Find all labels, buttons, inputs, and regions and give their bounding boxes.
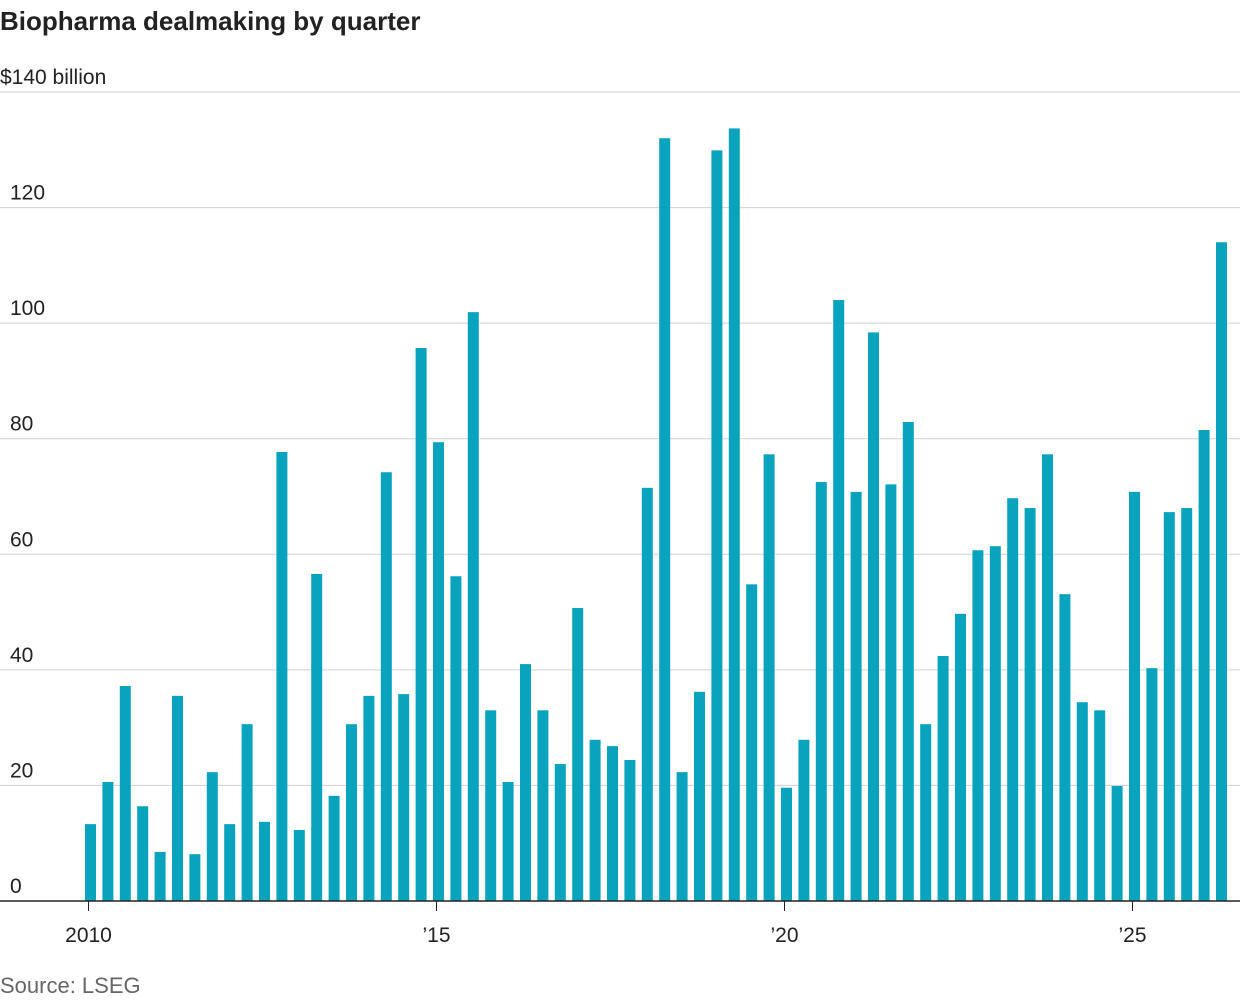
bar: [154, 851, 166, 901]
bar: [520, 664, 531, 901]
bar: [641, 487, 653, 901]
bar: [467, 312, 479, 901]
bar: [380, 472, 392, 901]
chart-title: Biopharma dealmaking by quarter: [0, 6, 420, 36]
x-tick-label: ’25: [1118, 924, 1146, 947]
bar: [415, 347, 427, 901]
bar: [798, 739, 810, 901]
bar: [607, 746, 618, 901]
bar: [989, 546, 1001, 901]
bar: [433, 442, 444, 901]
bar: [728, 128, 740, 901]
bar: [1129, 491, 1140, 901]
bar: [311, 573, 323, 901]
bar: [276, 452, 288, 901]
source: Source: LSEG: [0, 973, 141, 998]
bar: [920, 724, 932, 901]
bar: [102, 781, 114, 901]
bar: [1146, 668, 1158, 901]
bar: [119, 686, 131, 901]
y-tick-label: 100: [10, 297, 45, 320]
y-tick-label: 60: [10, 528, 33, 551]
bar: [781, 787, 792, 901]
bar: [572, 608, 584, 901]
bar: [676, 772, 688, 901]
bar: [868, 332, 879, 902]
bar: [85, 824, 96, 901]
bar: [137, 806, 149, 901]
bar: [885, 484, 897, 901]
bar: [450, 576, 462, 901]
bar: [485, 710, 497, 901]
y-tick-label: 80: [10, 413, 33, 436]
bar: [972, 550, 984, 901]
bar: [189, 854, 201, 901]
bar: [554, 764, 566, 901]
bar: [1076, 702, 1088, 901]
bar: [1007, 498, 1019, 901]
bar: [346, 724, 357, 901]
x-tick-label: ’15: [422, 924, 450, 947]
bar: [659, 138, 671, 901]
bar: [293, 829, 305, 901]
y-tick-label: $140 billion: [0, 66, 106, 89]
bar: [763, 454, 775, 901]
x-tick-label: 2010: [65, 924, 112, 947]
bar: [1059, 594, 1071, 901]
bar: [1198, 430, 1210, 901]
bar: [1163, 512, 1175, 901]
bar: [172, 695, 183, 901]
bar: [363, 695, 375, 901]
y-tick-label: 20: [10, 759, 33, 782]
bar: [589, 739, 601, 901]
y-tick-label: 120: [10, 182, 45, 205]
bar: [850, 491, 862, 901]
x-tick-label: ’20: [770, 924, 798, 947]
bar: [398, 694, 410, 901]
bar: [694, 691, 705, 901]
bar: [746, 584, 758, 901]
bar: [1111, 786, 1123, 901]
bar: [937, 655, 949, 901]
bar: [1094, 710, 1106, 901]
bar: [1024, 508, 1036, 901]
bar: [328, 795, 340, 901]
bar: [624, 760, 636, 901]
bar: [206, 772, 218, 901]
bar: [502, 781, 514, 901]
bar: [1042, 454, 1053, 901]
y-tick-label: 40: [10, 644, 33, 667]
bar: [902, 421, 914, 901]
bar: [241, 724, 253, 901]
bar: [224, 824, 236, 901]
bar: [815, 482, 827, 901]
bar: [1181, 508, 1193, 901]
bar: [955, 613, 966, 901]
bar: [537, 710, 549, 901]
bar: [711, 150, 723, 901]
bar: [833, 300, 845, 901]
bar: [259, 821, 270, 901]
y-tick-label: 0: [10, 875, 22, 898]
bar: [1216, 242, 1227, 901]
